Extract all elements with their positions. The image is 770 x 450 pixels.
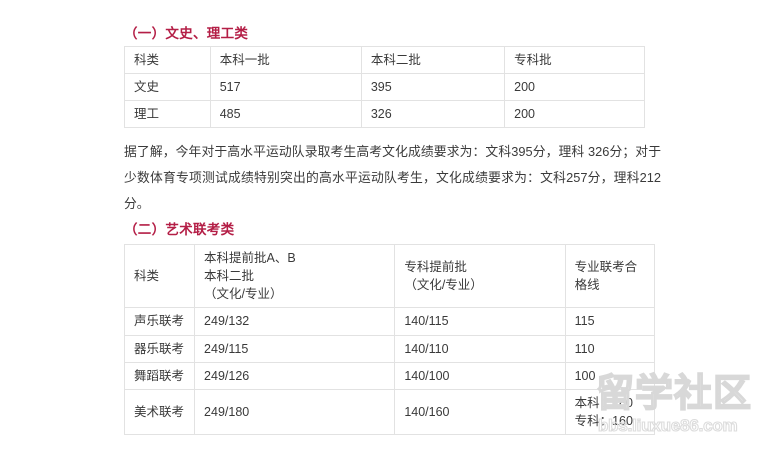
cell-category: 舞蹈联考: [123, 361, 196, 390]
column-header-benke-tiqianpi: 本科提前批A、B 本科二批 （文化/专业）: [194, 243, 396, 309]
section-heading-wenshi-ligong: （一）文史、理工类: [124, 26, 249, 41]
cell-score: 140/115: [394, 307, 566, 336]
cell-score: 140/110: [394, 334, 566, 363]
cell-score: 200: [504, 73, 645, 102]
table-wenshi-ligong: 科类 本科一批 本科二批 专科批 文史 517 395 200 理工 485 3…: [124, 45, 645, 129]
table-row: 舞蹈联考 249/126 140/100 100: [123, 361, 656, 390]
paragraph-gaoshuiping-note: 据了解，今年对于高水平运动队录取考生高考文化成绩要求为：文科395分，理科 32…: [124, 143, 661, 211]
column-header-zhuanke-pi: 专科批: [504, 45, 645, 75]
table-row: 文史 517 395 200: [124, 73, 645, 102]
cell-score-split: 本科：180 专科：160: [564, 388, 656, 436]
cell-score: 249/126: [194, 361, 396, 390]
cell-score: 140/160: [394, 388, 566, 436]
table-row: 器乐联考 249/115 140/110 110: [123, 334, 656, 363]
cell-score: 517: [209, 73, 362, 102]
cell-score: 249/115: [194, 334, 396, 363]
table-header-row: 科类 本科提前批A、B 本科二批 （文化/专业） 专科提前批 （文化/专业） 专…: [123, 243, 656, 309]
column-header-zhuanye-hegexian: 专业联考合格线: [564, 243, 656, 309]
cell-score: 485: [209, 100, 362, 129]
cell-score: 110: [564, 334, 656, 363]
table-yishu-liankao: 科类 本科提前批A、B 本科二批 （文化/专业） 专科提前批 （文化/专业） 专…: [123, 243, 656, 436]
cell-score: 140/100: [394, 361, 566, 390]
cell-score: 100: [564, 361, 656, 390]
table-row: 理工 485 326 200: [124, 100, 645, 129]
cell-category: 美术联考: [123, 388, 196, 436]
column-header-benke-yipi: 本科一批: [209, 45, 362, 75]
section-heading-yishu-liankao: （二）艺术联考类: [124, 222, 235, 237]
cell-score: 326: [360, 100, 506, 129]
cell-category: 声乐联考: [123, 307, 196, 336]
table-header-row: 科类 本科一批 本科二批 专科批: [124, 45, 645, 75]
cell-score: 395: [360, 73, 506, 102]
cell-score: 249/180: [194, 388, 396, 436]
column-header-zhuanke-tiqianpi: 专科提前批 （文化/专业）: [394, 243, 566, 309]
table-row: 声乐联考 249/132 140/115 115: [123, 307, 656, 336]
table-row: 美术联考 249/180 140/160 本科：180 专科：160: [123, 388, 656, 436]
cell-score: 249/132: [194, 307, 396, 336]
cell-category: 理工: [124, 100, 211, 129]
column-header-keilei: 科类: [123, 243, 196, 309]
cell-score: 200: [504, 100, 645, 129]
cell-category: 器乐联考: [123, 334, 196, 363]
column-header-benke-erpi: 本科二批: [360, 45, 506, 75]
cell-category: 文史: [124, 73, 211, 102]
cell-score: 115: [564, 307, 656, 336]
column-header-keilei: 科类: [124, 45, 211, 75]
